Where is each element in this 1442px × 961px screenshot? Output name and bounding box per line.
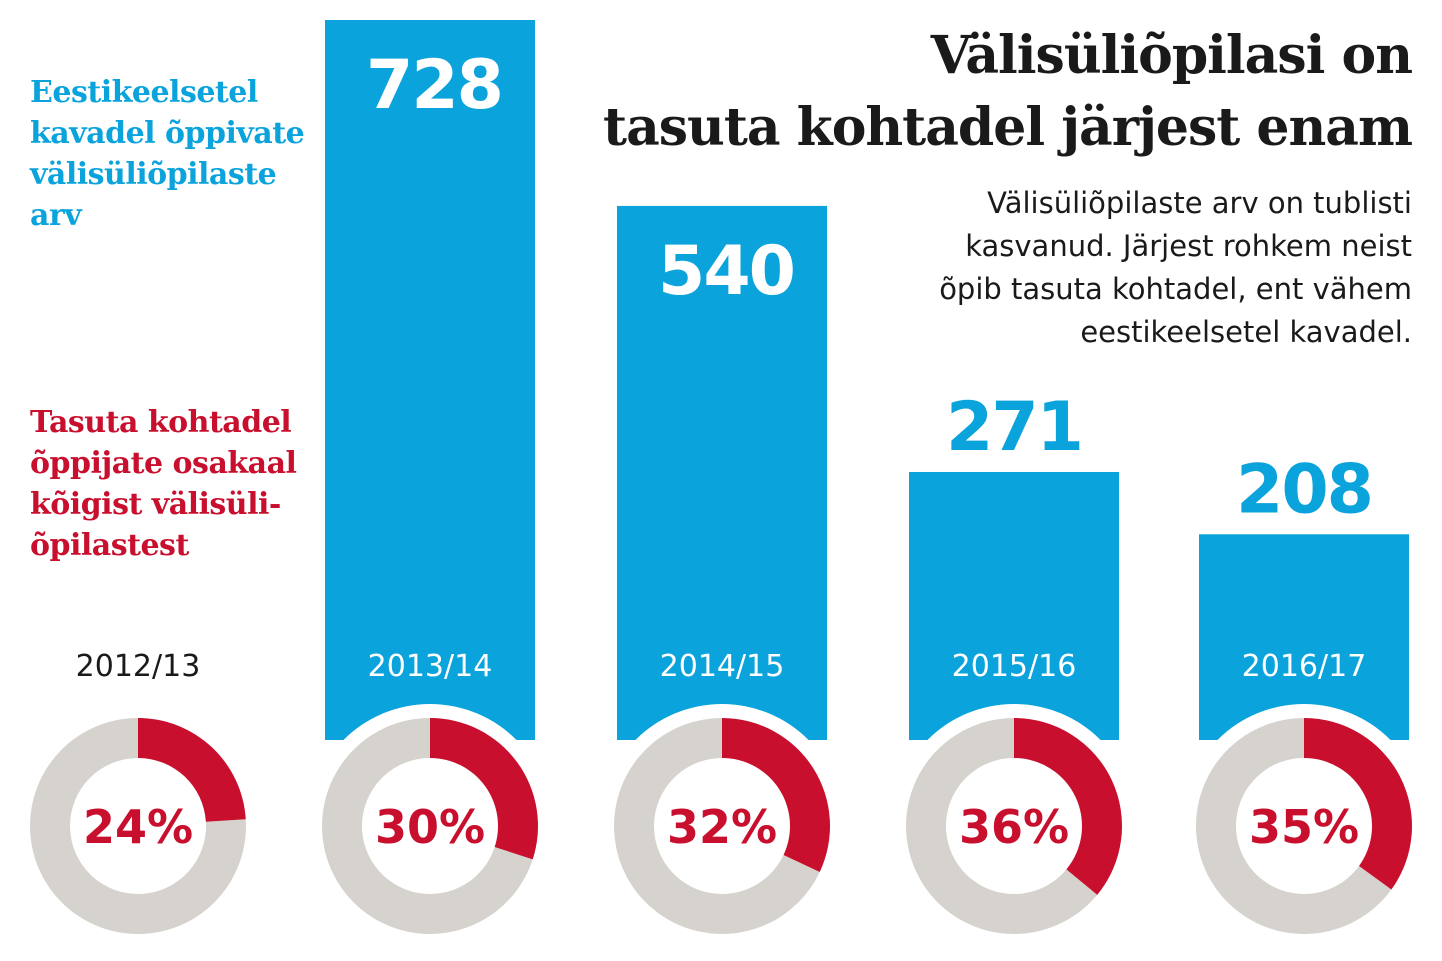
donut-remainder-slice xyxy=(906,718,1098,935)
chart-title: Välisüliõpilasi on tasuta kohtadel järje… xyxy=(603,20,1413,164)
chart-title-line: tasuta kohtadel järjest enam xyxy=(603,97,1413,158)
donut-remainder-slice xyxy=(1196,718,1392,934)
chart-subtitle: Välisüliõpilaste arv on tublisti kasvanu… xyxy=(939,182,1412,354)
legend-foreign-students-count: Eestikeelsetel kavadel õppivate välisüli… xyxy=(30,72,320,236)
year-label: 2015/16 xyxy=(952,649,1077,684)
chart-subtitle-line: Välisüliõpilaste arv on tublisti xyxy=(987,186,1412,220)
bar-value-label: 208 xyxy=(1236,450,1372,529)
year-label: 2014/15 xyxy=(660,649,785,684)
legend-red-line: kõigist välisüli- xyxy=(30,487,281,522)
donut-share-slice xyxy=(1304,718,1412,890)
legend-blue-line: Eestikeelsetel xyxy=(30,75,258,110)
donut-share-slice xyxy=(430,718,538,860)
bar xyxy=(909,471,1119,740)
donut-remainder-slice xyxy=(322,718,533,935)
donut-percent-label: 35% xyxy=(1249,800,1359,854)
donut-percent-label: 32% xyxy=(667,800,777,854)
legend-red-line: õppijate osakaal xyxy=(30,446,297,481)
chart-subtitle-line: eestikeelsetel kavadel. xyxy=(1080,315,1412,349)
legend-free-places-share: Tasuta kohtadel õppijate osakaal kõigist… xyxy=(30,402,320,566)
year-label: 2016/17 xyxy=(1242,649,1367,684)
donut-percent-label: 30% xyxy=(375,800,485,854)
chart-subtitle-line: õpib tasuta kohtadel, ent vähem xyxy=(939,272,1412,306)
legend-blue-line: kavadel õppivate xyxy=(30,116,305,151)
donut-remainder-slice xyxy=(30,718,246,934)
legend-red-line: õpilastest xyxy=(30,528,189,563)
bar xyxy=(617,205,827,740)
bar-value-label: 540 xyxy=(658,232,794,311)
bar-value-label: 271 xyxy=(946,388,1082,467)
donut-percent-label: 36% xyxy=(959,800,1069,854)
year-label: 2013/14 xyxy=(368,649,493,684)
donut-share-slice xyxy=(722,718,831,872)
bar xyxy=(325,20,535,740)
donut-share-slice xyxy=(1014,718,1123,895)
donut-percent-label: 24% xyxy=(83,800,193,854)
legend-blue-line: arv xyxy=(30,198,82,233)
legend-blue-line: välisüliõpilaste xyxy=(30,157,277,192)
donut-remainder-slice xyxy=(614,718,820,934)
donut-share-slice xyxy=(138,718,246,822)
chart-subtitle-line: kasvanud. Järjest rohkem neist xyxy=(965,229,1412,263)
bar-value-label: 728 xyxy=(366,46,502,125)
year-label: 2012/13 xyxy=(76,649,201,684)
chart-title-line: Välisüliõpilasi on xyxy=(930,25,1413,86)
legend-red-line: Tasuta kohtadel xyxy=(30,405,292,440)
